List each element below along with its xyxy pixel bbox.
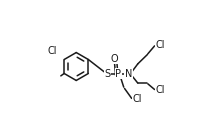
Text: Cl: Cl — [47, 45, 57, 56]
Text: O: O — [110, 53, 118, 64]
Text: P: P — [115, 69, 121, 79]
Text: S: S — [104, 69, 111, 79]
Text: Cl: Cl — [156, 85, 165, 95]
Text: Cl: Cl — [156, 40, 165, 50]
Text: N: N — [125, 69, 132, 79]
Text: Cl: Cl — [133, 94, 142, 104]
